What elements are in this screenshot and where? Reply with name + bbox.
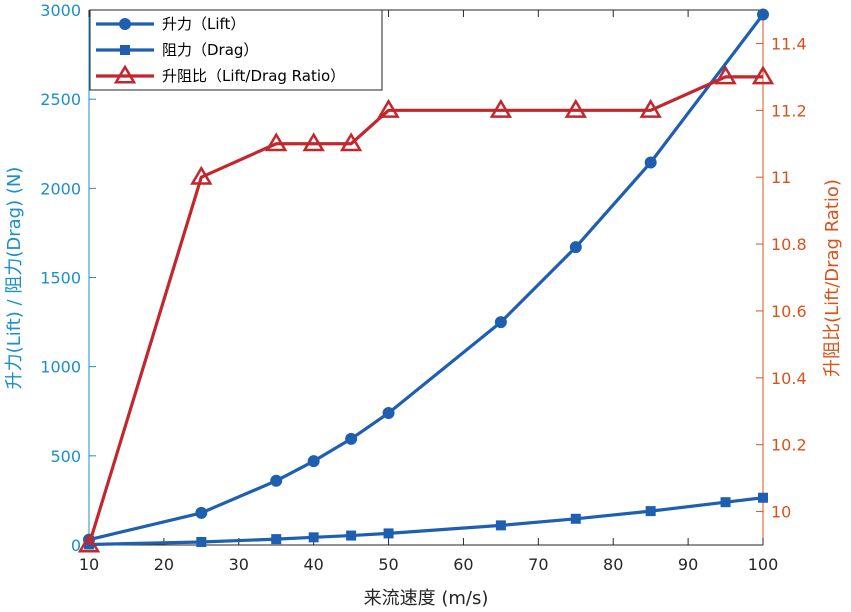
y-axis-left-label: 升力(Lift) / 阻力(Drag) (N) xyxy=(4,167,25,390)
data-point xyxy=(639,98,662,118)
legend-item: 升阻比（Lift/Drag Ratio） xyxy=(96,64,345,85)
data-point xyxy=(196,536,207,547)
data-point xyxy=(195,506,208,519)
y-left-tick-label: 2500 xyxy=(40,90,81,109)
data-point xyxy=(339,132,363,152)
data-point xyxy=(190,165,213,185)
data-point xyxy=(645,506,656,517)
data-point xyxy=(270,474,283,487)
series-line xyxy=(88,13,765,542)
legend-item: 阻力（Drag） xyxy=(96,41,258,59)
y-axis-left: 0 500 1000 1500 2000 2500 3000 xyxy=(40,1,96,555)
legend-marker xyxy=(113,64,137,84)
legend-marker xyxy=(120,45,130,55)
data-point xyxy=(383,528,394,539)
x-tick-label: 10 xyxy=(79,555,99,574)
data-point xyxy=(494,316,507,329)
y-right-tick-label: 10.4 xyxy=(771,369,807,388)
series-2 xyxy=(77,65,775,553)
y-right-tick-label: 10.8 xyxy=(771,235,807,254)
x-tick-label: 30 xyxy=(229,555,249,574)
data-point xyxy=(265,132,288,152)
data-point xyxy=(757,8,769,21)
data-point xyxy=(77,533,101,553)
y-right-tick-label: 11 xyxy=(771,168,791,187)
y-axis-right-label: 升阻比(Lift/Drag Ratio) xyxy=(822,179,843,377)
x-tick-label: 40 xyxy=(303,555,323,574)
legend-marker xyxy=(119,18,131,30)
data-point xyxy=(489,98,513,118)
x-tick-label: 80 xyxy=(603,555,623,574)
x-tick-label: 20 xyxy=(154,555,174,574)
series-layer xyxy=(77,8,775,553)
y-left-tick-label: 1500 xyxy=(40,269,81,288)
x-tick-label: 60 xyxy=(453,555,473,574)
y-left-tick-label: 0 xyxy=(71,536,81,555)
data-point xyxy=(644,156,657,169)
y-right-tick-label: 11.2 xyxy=(771,101,807,120)
data-point xyxy=(751,65,775,85)
data-point xyxy=(569,241,582,254)
x-tick-label: 50 xyxy=(378,555,398,574)
data-point xyxy=(271,534,282,545)
data-point xyxy=(308,532,319,543)
x-tick-label: 100 xyxy=(748,555,779,574)
series-line xyxy=(87,75,763,546)
data-point xyxy=(495,520,506,531)
y-left-tick-label: 2000 xyxy=(40,179,81,198)
y-left-tick-label: 1000 xyxy=(40,358,81,377)
y-axis-right: 10 10.2 10.4 10.6 10.8 11 11.2 11.4 xyxy=(756,34,807,522)
series-1 xyxy=(84,492,768,550)
data-point xyxy=(564,98,587,118)
data-point xyxy=(714,65,737,85)
legend-label: 升阻比（Lift/Drag Ratio） xyxy=(162,67,345,85)
data-point xyxy=(758,492,768,503)
data-point xyxy=(307,455,320,468)
x-tick-label: 70 xyxy=(528,555,548,574)
y-right-tick-label: 10.6 xyxy=(771,302,807,321)
y-right-tick-label: 11.4 xyxy=(771,34,807,53)
y-right-tick-label: 10.2 xyxy=(771,436,807,455)
legend: 升力（Lift） 阻力（Drag） 升阻比（Lift/Drag Ratio） xyxy=(89,9,383,91)
data-point xyxy=(345,432,358,445)
data-point xyxy=(377,98,400,118)
data-point xyxy=(720,497,731,508)
data-point xyxy=(346,530,357,541)
legend-label: 阻力（Drag） xyxy=(162,41,258,59)
data-point xyxy=(302,132,325,152)
x-axis-label: 来流速度 (m/s) xyxy=(364,588,489,609)
x-tick-label: 90 xyxy=(678,555,698,574)
series-line xyxy=(88,496,764,547)
data-point xyxy=(570,513,581,524)
x-axis: 10 20 30 40 50 60 70 80 90 100 xyxy=(79,10,778,574)
y-left-tick-label: 500 xyxy=(50,447,81,466)
legend-label: 升力（Lift） xyxy=(162,15,245,33)
data-point xyxy=(382,407,395,420)
legend-item: 升力（Lift） xyxy=(96,15,245,33)
series-0 xyxy=(83,8,769,546)
y-right-tick-label: 10 xyxy=(771,503,791,522)
y-left-tick-label: 3000 xyxy=(40,1,81,20)
